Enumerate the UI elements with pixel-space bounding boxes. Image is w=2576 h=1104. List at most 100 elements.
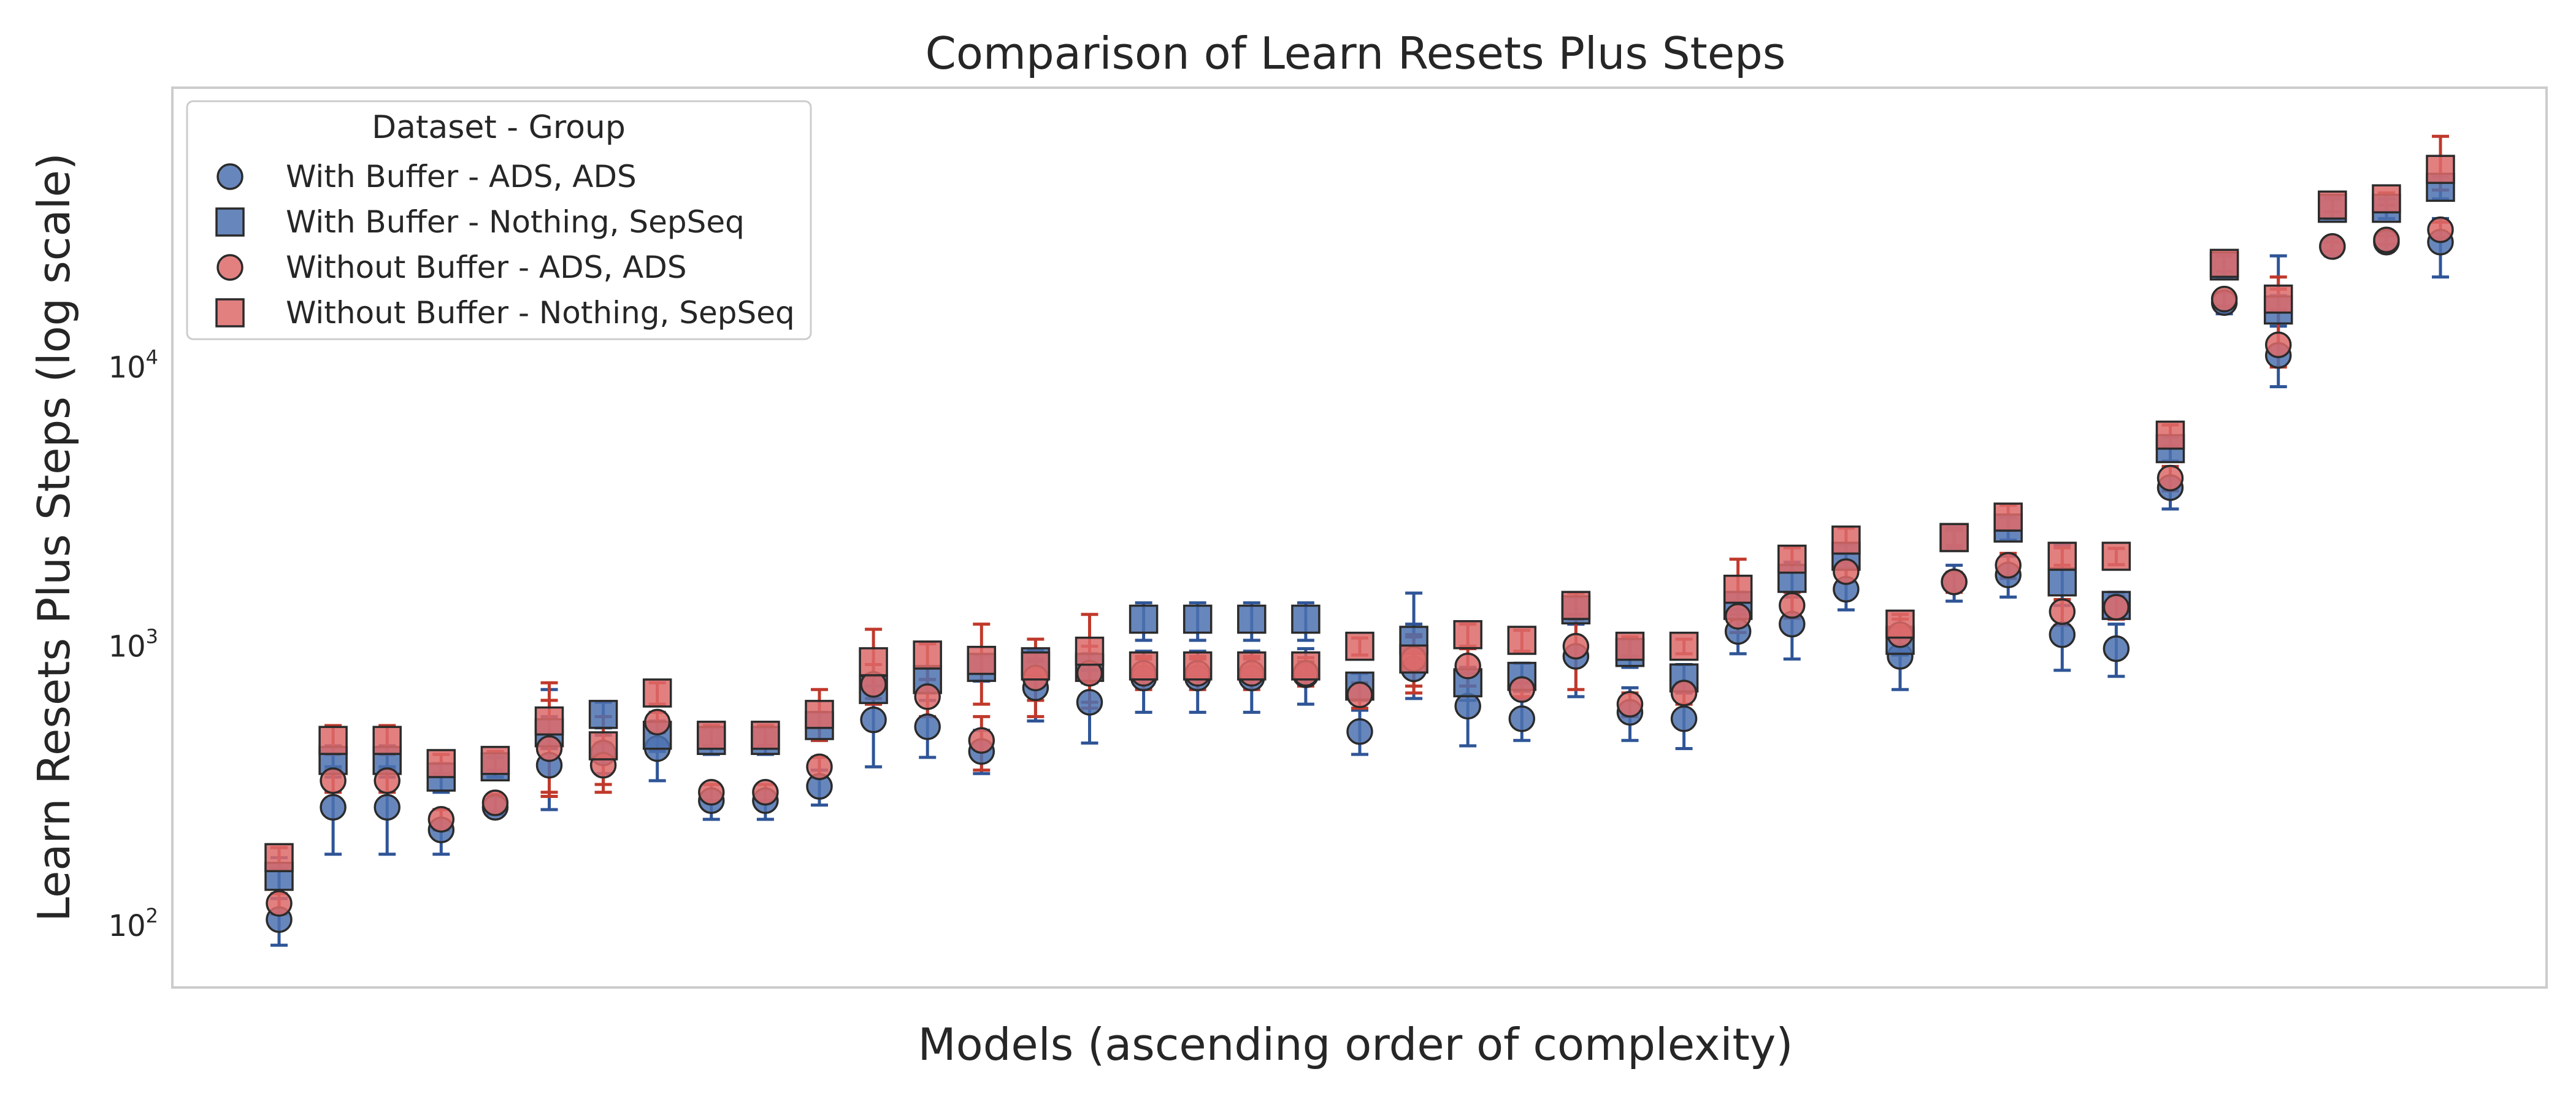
y-tick-exponent: 4 [146,345,158,369]
data-point-square [1507,626,1537,655]
data-point-square [426,749,456,778]
legend-label: With Buffer - ADS, ADS [286,159,637,194]
data-point-circle [806,753,833,781]
data-point-square [2426,155,2455,184]
data-point-square [1129,651,1159,681]
data-point-square [1291,604,1321,634]
data-point-circle [1779,592,1806,619]
data-point-square [1993,502,2023,532]
data-point-circle [860,706,887,734]
x-axis-label: Models (ascending order of complexity) [918,1019,1793,1070]
data-point-square [642,678,672,708]
data-point-circle [643,708,671,736]
data-point-square [1291,651,1321,681]
data-point-square [1669,631,1699,661]
data-point-circle [968,727,995,754]
y-tick-label: 103 [109,625,158,664]
data-point-circle [320,767,347,794]
data-point-circle [2103,635,2130,662]
data-point-circle [2049,598,2076,626]
legend-label: Without Buffer - ADS, ADS [286,250,687,285]
data-point-square [1777,544,1807,574]
data-point-circle [374,794,401,821]
data-point-square [534,706,564,736]
data-point-square [588,700,618,729]
y-tick-label: 104 [109,345,158,385]
data-point-circle [1454,653,1481,680]
data-point-square [1237,604,1267,634]
y-tick-label: 102 [109,904,158,943]
data-point-square [372,726,402,755]
data-point-square [264,843,294,873]
data-point-circle [2049,621,2076,648]
data-point-square [588,731,618,761]
data-point-square [2047,542,2077,571]
data-point-circle [427,806,455,833]
data-point-square [2155,420,2185,450]
data-point-circle [752,778,779,806]
data-point-circle [1508,705,1536,732]
legend: Dataset - Group With Buffer - ADS, ADSWi… [186,100,812,340]
data-point-square [1939,523,1969,553]
data-point-circle [1346,718,1373,745]
data-point-square [805,700,834,729]
legend-title: Dataset - Group [372,109,626,146]
data-point-square [1345,631,1374,661]
data-point-square [1075,636,1105,666]
data-point-square [751,721,780,750]
data-point-square [697,721,726,750]
data-point-square [1453,620,1482,650]
data-point-square [1615,631,1645,661]
data-point-circle [1941,568,1968,596]
data-point-circle [2427,216,2454,243]
data-point-square [2263,284,2293,314]
data-point-square [1885,609,1915,639]
data-markers [264,155,2455,933]
data-point-circle [2373,226,2400,253]
data-point-square [2101,542,2131,571]
data-point-square [1723,574,1753,604]
data-point-circle [1454,692,1481,720]
data-point-square [480,746,510,775]
data-point-square [1399,644,1428,674]
y-tick-base: 10 [109,350,146,385]
data-point-circle [914,713,941,740]
data-point-square [2047,567,2077,597]
data-point-square [1129,604,1159,634]
data-point-circle [698,778,725,806]
data-point-circle [1724,603,1752,630]
data-point-square [2372,184,2401,213]
data-point-square [1237,651,1267,681]
legend-frame [186,100,812,340]
data-point-circle [481,789,509,816]
data-point-circle [266,890,293,917]
data-point-square [2209,248,2239,278]
data-point-square [318,726,348,755]
data-point-circle [1670,705,1698,732]
y-tick-exponent: 3 [146,625,158,648]
data-point-circle [1616,691,1644,718]
data-point-circle [2264,331,2292,359]
data-point-circle [1508,676,1536,703]
chart-title: Comparison of Learn Resets Plus Steps [926,28,1786,79]
legend-marker-circle [217,254,243,281]
y-tick-exponent: 2 [146,904,158,927]
legend-label: Without Buffer - Nothing, SepSeq [286,295,795,331]
data-point-circle [1833,558,1860,585]
data-point-circle [1562,632,1590,660]
data-point-circle [2210,285,2238,313]
legend-entries: With Buffer - ADS, ADS With Buffer - Noth… [215,159,795,331]
y-tick-base: 10 [109,630,146,664]
data-point-circle [914,683,941,710]
data-point-square [1021,651,1051,681]
data-point-circle [2319,233,2346,260]
data-point-circle [2156,464,2184,492]
legend-label: With Buffer - Nothing, SepSeq [286,204,745,240]
data-point-square [1183,651,1213,681]
data-point-square [913,640,942,670]
data-point-circle [320,794,347,821]
data-point-circle [535,735,563,762]
legend-marker-square [215,298,245,328]
